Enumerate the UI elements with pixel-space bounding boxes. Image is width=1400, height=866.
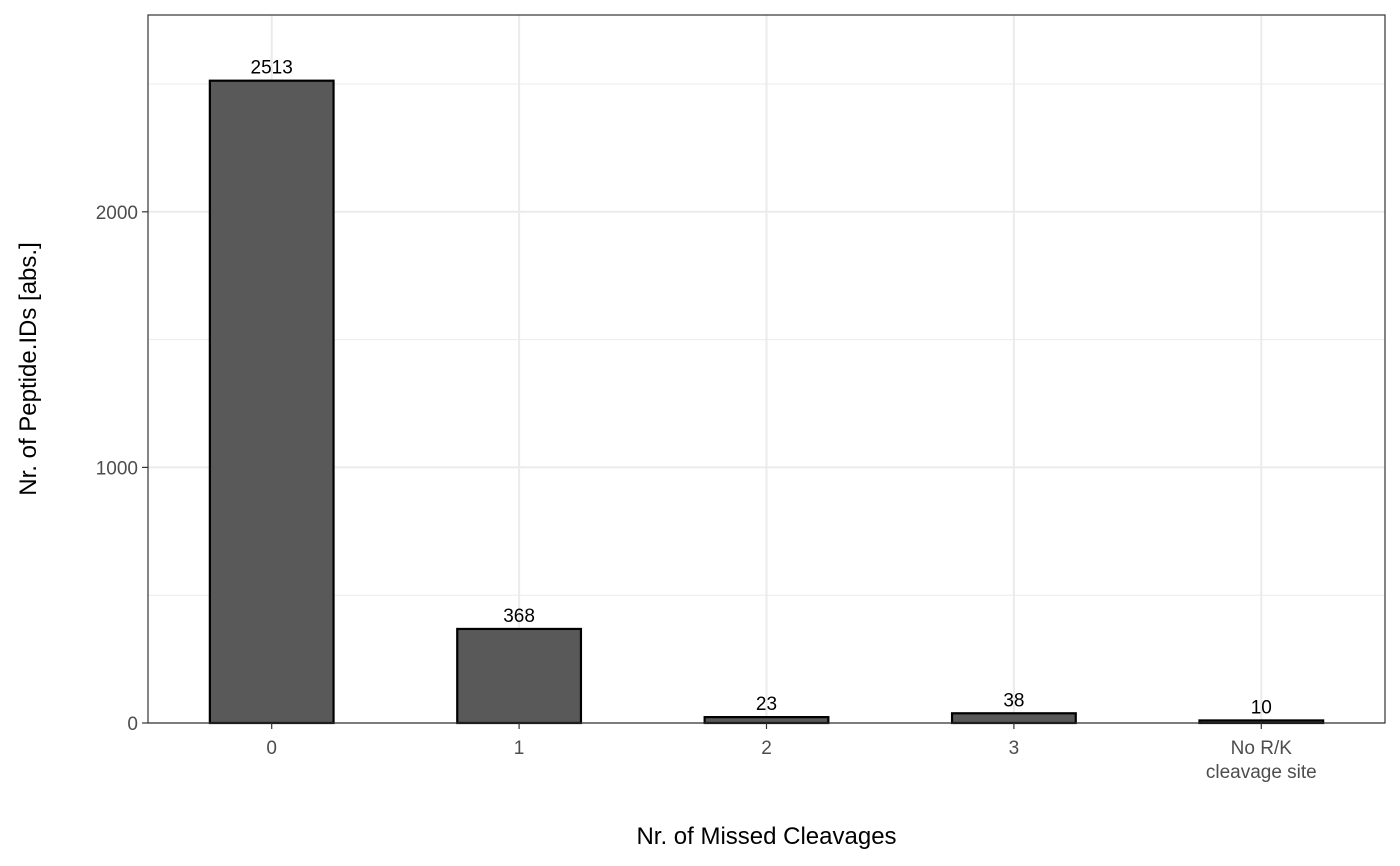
data-label-2: 23 (756, 694, 777, 715)
data-label-3: 38 (1003, 690, 1024, 711)
y-axis-title: Nr. of Peptide.IDs [abs.] (15, 242, 42, 495)
data-label-1: 368 (503, 606, 535, 627)
bar-1 (456, 627, 583, 725)
data-labels: 2513 368 23 38 10 (251, 58, 1272, 719)
x-tick-label-2: 2 (761, 738, 772, 759)
bar-0 (208, 79, 335, 725)
x-axis-title: Nr. of Missed Cleavages (636, 823, 896, 850)
bars (208, 79, 1325, 725)
bar-2 (703, 716, 830, 725)
data-label-0: 2513 (251, 58, 293, 79)
y-tick-label-1: 1000 (96, 458, 138, 479)
x-tick-label-1: 1 (514, 738, 525, 759)
y-tick-label-0: 0 (127, 714, 138, 735)
x-tick-label-3: 3 (1009, 738, 1020, 759)
y-tick-label-2: 2000 (96, 203, 138, 224)
x-tick-label-4: No R/K cleavage site (1206, 738, 1317, 783)
bar-3 (950, 712, 1077, 725)
grid-lines (148, 15, 1385, 724)
x-tick-label-0: 0 (266, 738, 277, 759)
data-label-4: 10 (1251, 697, 1272, 718)
